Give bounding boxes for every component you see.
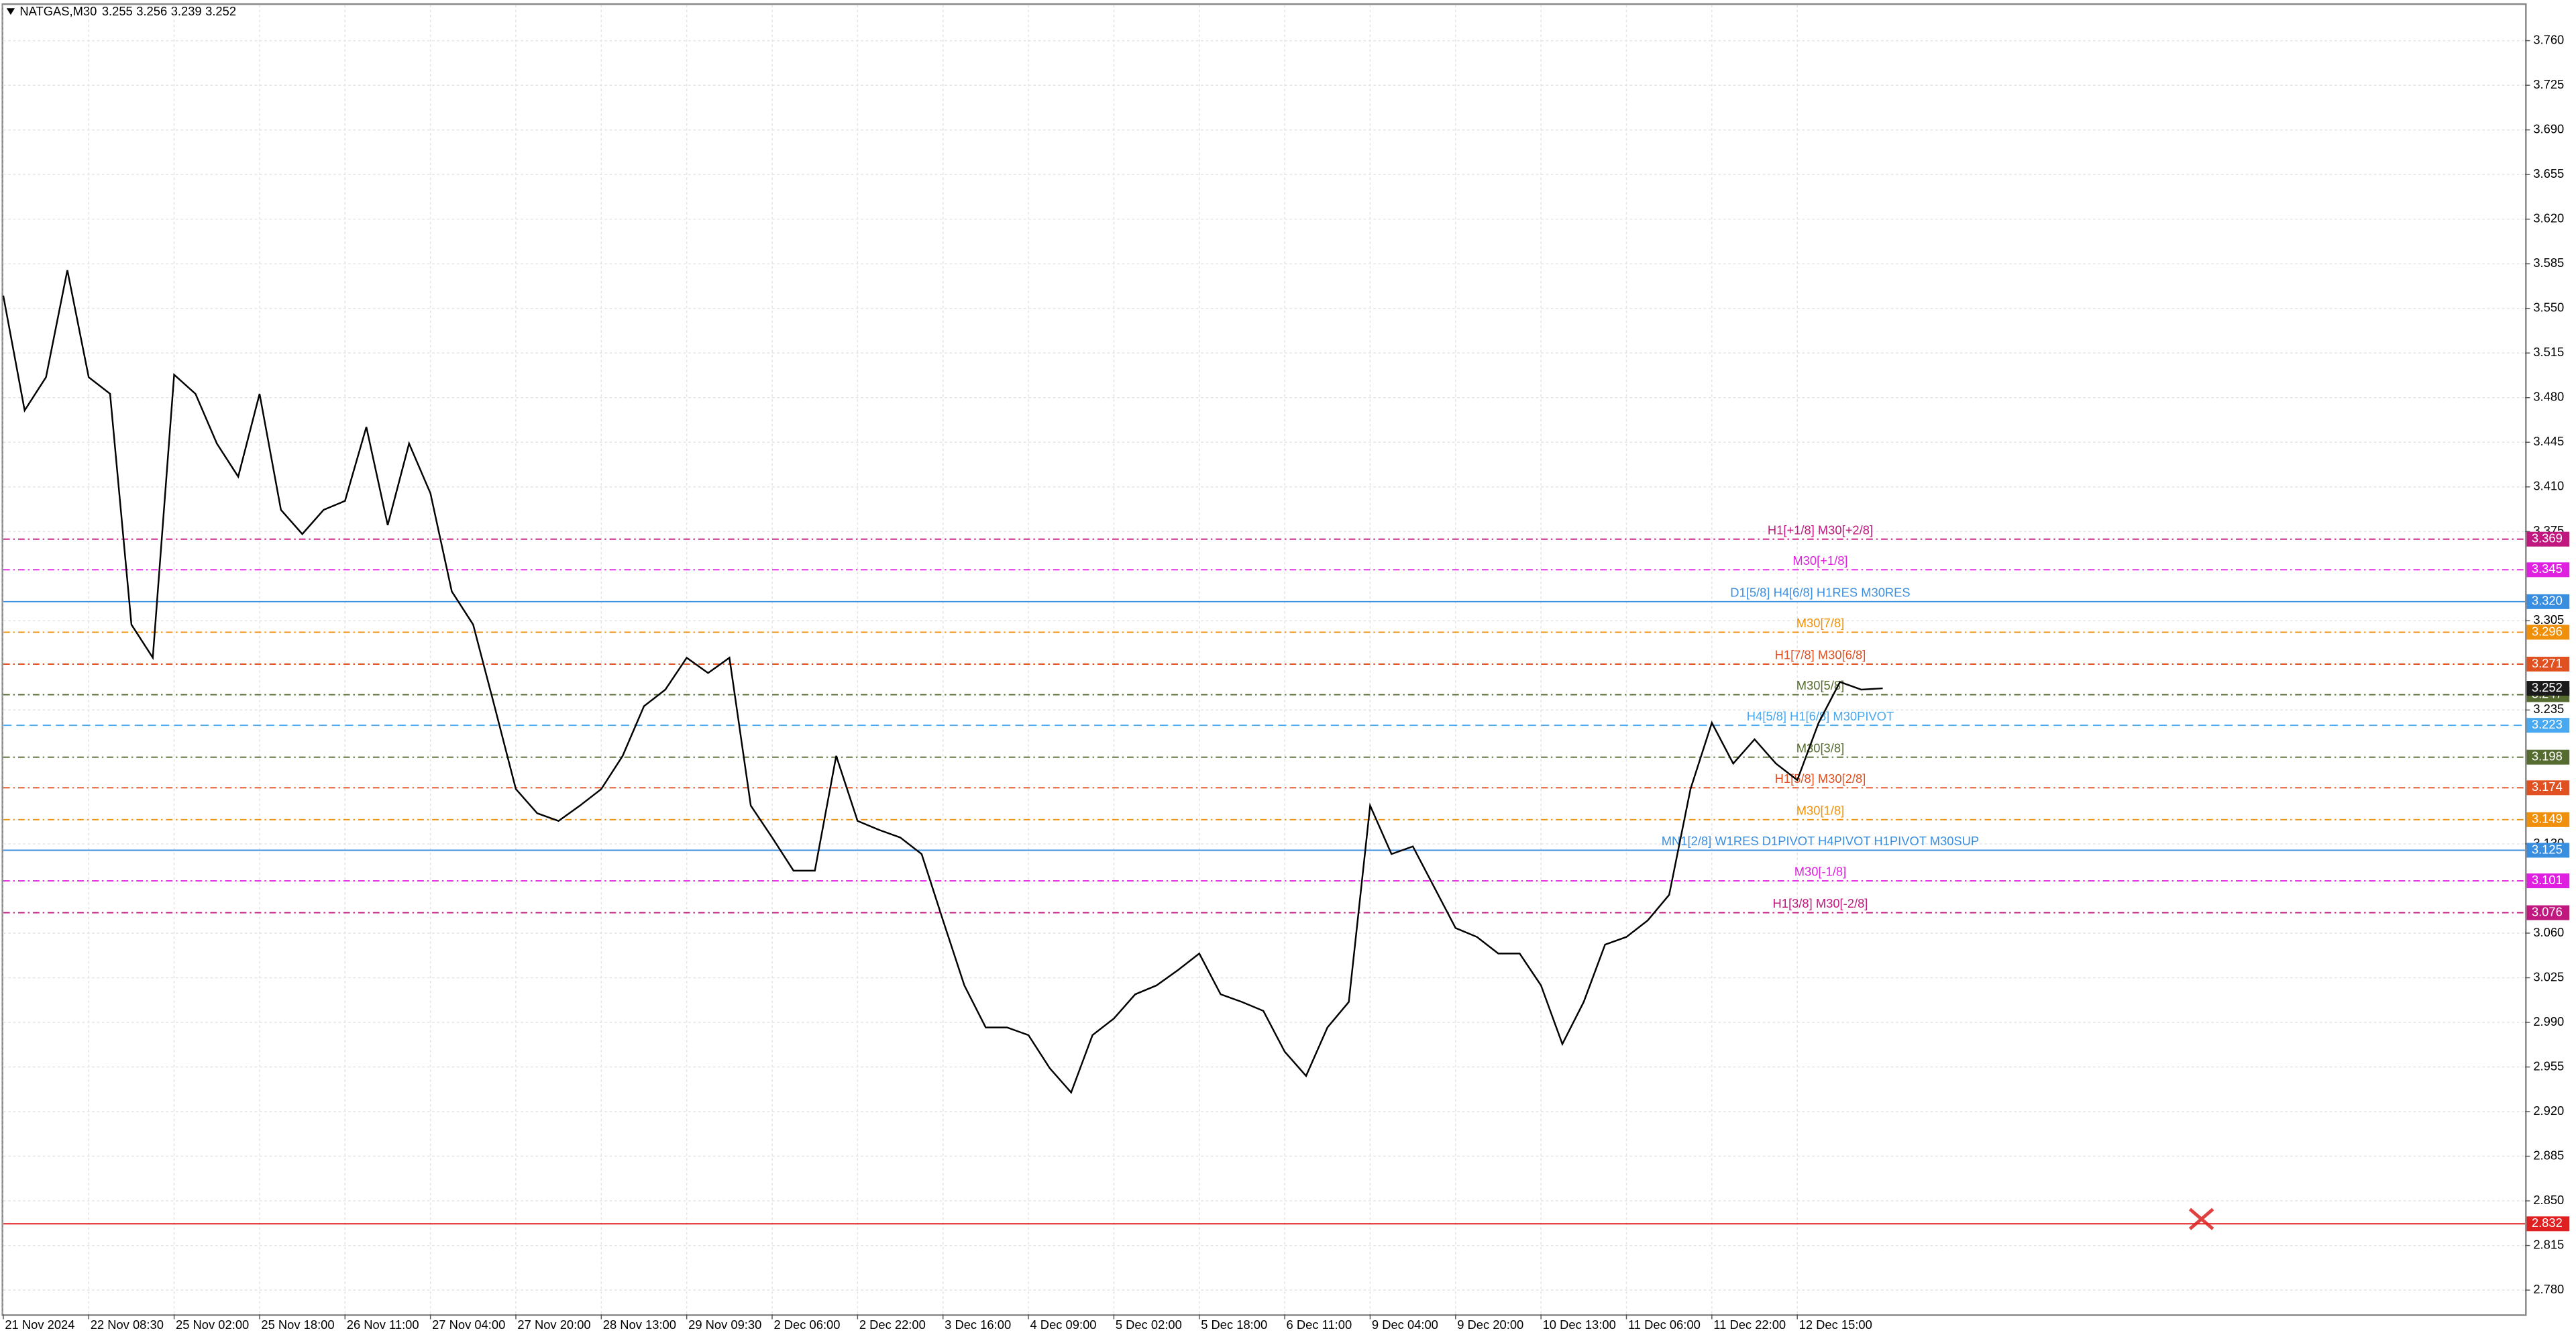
y-tick-label: 2.990	[2533, 1014, 2564, 1028]
level-tag-label: 3.296	[2532, 624, 2563, 638]
ohlc-value: 3.239	[171, 4, 202, 18]
current-price-tag	[2526, 681, 2570, 696]
y-tick-label: 3.760	[2533, 32, 2564, 46]
level-tag	[2526, 905, 2570, 920]
level-tag-label: 3.174	[2532, 780, 2563, 794]
level-tag-label: 3.345	[2532, 561, 2563, 576]
ohlc-value: 3.255	[102, 4, 133, 18]
x-tick-label: 28 Nov 13:00	[603, 1318, 676, 1332]
x-tick-label: 11 Dec 22:00	[1713, 1318, 1786, 1332]
x-tick-label: 6 Dec 11:00	[1287, 1318, 1352, 1332]
y-tick-label: 3.550	[2533, 301, 2564, 315]
level-label: M30[+1/8]	[1792, 553, 1847, 568]
level-tag-label: 2.832	[2532, 1216, 2563, 1230]
menu-arrow[interactable]	[6, 8, 15, 15]
level-tag	[2526, 873, 2570, 889]
current-price-label: 3.252	[2532, 680, 2563, 694]
x-tick-label: 4 Dec 09:00	[1030, 1318, 1097, 1332]
x-tick-label: 26 Nov 11:00	[347, 1318, 419, 1332]
level-tag	[2526, 812, 2570, 827]
y-tick-label: 2.885	[2533, 1148, 2564, 1162]
y-tick-label: 3.025	[2533, 969, 2564, 983]
level-tag-label: 3.076	[2532, 904, 2563, 918]
y-tick-label: 2.955	[2533, 1059, 2564, 1073]
level-tag	[2526, 843, 2570, 858]
y-tick-label: 2.780	[2533, 1282, 2564, 1296]
level-tag-label: 3.149	[2532, 812, 2563, 826]
level-label: M30[3/8]	[1796, 741, 1844, 755]
level-tag	[2526, 656, 2570, 672]
ohlc-value: 3.252	[205, 4, 236, 18]
x-tick-label: 5 Dec 02:00	[1116, 1318, 1182, 1332]
level-label: MN1[2/8] W1RES D1PIVOT H4PIVOT H1PIVOT M…	[1662, 834, 1979, 848]
y-tick-label: 3.515	[2533, 345, 2564, 359]
level-label: H1[3/8] M30[-2/8]	[1773, 896, 1868, 910]
level-tag	[2526, 594, 2570, 609]
x-tick-label: 21 Nov 2024	[5, 1318, 74, 1332]
x-tick-label: 12 Dec 15:00	[1799, 1318, 1872, 1332]
ohlc-value: 3.256	[136, 4, 167, 18]
y-tick-label: 3.305	[2533, 612, 2564, 627]
level-tag	[2526, 780, 2570, 796]
y-tick-label: 3.725	[2533, 77, 2564, 91]
x-tick-label: 25 Nov 18:00	[261, 1318, 334, 1332]
x-tick-label: 3 Dec 16:00	[945, 1318, 1011, 1332]
x-tick-label: 2 Dec 06:00	[773, 1318, 840, 1332]
level-label: M30[5/8]	[1796, 678, 1844, 692]
level-label: M30[-1/8]	[1794, 865, 1847, 879]
y-tick-label: 3.480	[2533, 390, 2564, 404]
level-tag-label: 3.125	[2532, 842, 2563, 856]
y-tick-label: 2.920	[2533, 1104, 2564, 1118]
x-tick-label: 2 Dec 22:00	[859, 1318, 926, 1332]
level-label: H1[+1/8] M30[+2/8]	[1768, 523, 1873, 537]
x-tick-label: 27 Nov 04:00	[432, 1318, 505, 1332]
level-label: D1[5/8] H4[6/8] H1RES M30RES	[1730, 585, 1910, 599]
level-tag-label: 3.101	[2532, 873, 2563, 887]
y-tick-label: 2.815	[2533, 1237, 2564, 1251]
level-tag	[2526, 625, 2570, 640]
level-tag-label: 3.369	[2532, 531, 2563, 545]
level-label: H4[5/8] H1[6/8] M30PIVOT	[1747, 709, 1894, 723]
level-label: M30[1/8]	[1796, 803, 1844, 817]
y-tick-label: 2.850	[2533, 1193, 2564, 1207]
level-tag	[2526, 1216, 2570, 1232]
x-tick-label: 9 Dec 04:00	[1372, 1318, 1438, 1332]
level-tag	[2526, 749, 2570, 765]
x-tick-label: 25 Nov 02:00	[176, 1318, 249, 1332]
level-tag-label: 3.223	[2532, 717, 2563, 731]
y-tick-label: 3.690	[2533, 121, 2564, 136]
level-label: H1[7/8] M30[6/8]	[1775, 648, 1866, 662]
level-tag-label: 3.198	[2532, 749, 2563, 763]
y-tick-label: 3.445	[2533, 434, 2564, 448]
price-line	[2, 270, 1883, 1094]
level-label: H1[5/8] M30[2/8]	[1775, 771, 1866, 786]
x-tick-label: 10 Dec 13:00	[1543, 1318, 1616, 1332]
x-tick-label: 9 Dec 20:00	[1457, 1318, 1523, 1332]
level-tag	[2526, 562, 2570, 578]
y-tick-label: 3.060	[2533, 925, 2564, 939]
y-tick-label: 3.620	[2533, 211, 2564, 225]
plot-frame	[1, 3, 2527, 1316]
y-tick-label: 3.655	[2533, 166, 2564, 180]
level-label: M30[7/8]	[1796, 616, 1844, 630]
close-marker[interactable]	[2188, 1208, 2214, 1230]
y-tick-label: 3.410	[2533, 479, 2564, 493]
y-tick-label: 3.235	[2533, 702, 2564, 716]
x-tick-label: 11 Dec 06:00	[1628, 1318, 1701, 1332]
x-tick-label: 27 Nov 20:00	[517, 1318, 590, 1332]
x-tick-label: 22 Nov 08:30	[91, 1318, 164, 1332]
level-tag-label: 3.320	[2532, 594, 2563, 608]
x-tick-label: 5 Dec 18:00	[1201, 1318, 1267, 1332]
x-tick-label: 29 Nov 09:30	[688, 1318, 761, 1332]
level-tag-label: 3.271	[2532, 656, 2563, 670]
symbol-title: NATGAS,M30	[19, 4, 97, 18]
level-tag	[2526, 718, 2570, 733]
level-tag	[2526, 531, 2570, 547]
y-tick-label: 3.585	[2533, 256, 2564, 270]
